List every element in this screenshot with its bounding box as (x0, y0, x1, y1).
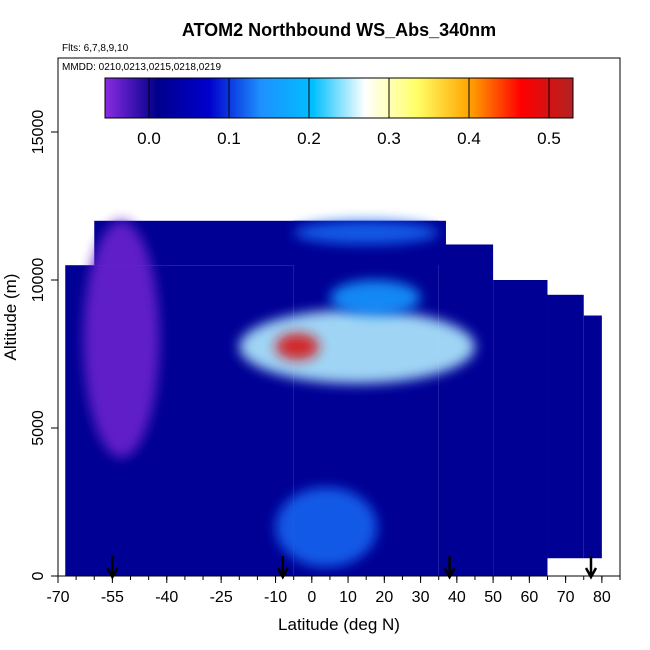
x-tick-label: 50 (484, 589, 502, 606)
coverage-block (493, 280, 548, 576)
y-axis-label: Altitude (m) (1, 274, 20, 361)
colorbar-tick-label: 0.1 (217, 129, 241, 148)
x-tick-label: 70 (557, 589, 575, 606)
flights-label: Flts: 6,7,8,9,10 (62, 43, 129, 54)
coverage-block (547, 294, 584, 559)
profile-marker-arrow (584, 556, 598, 580)
y-tick-label: 10000 (30, 258, 47, 303)
profile-marker-arrow (443, 556, 456, 580)
coverage-block (438, 244, 494, 576)
x-tick-label: -55 (101, 589, 124, 606)
profile-marker-arrow (276, 556, 289, 580)
coverage-block (583, 315, 602, 559)
x-axis: -70 -55 -40 -25 -10 0 10 20 30 40 50 60 70 80 (46, 576, 621, 606)
x-tick-label: -25 (210, 589, 233, 606)
chart-title: ATOM2 Northbound WS_Abs_340nm (182, 20, 496, 40)
x-tick-label: 60 (520, 589, 538, 606)
plot-frame (57, 57, 621, 577)
colorbar-tick-label: 0.2 (297, 129, 321, 148)
x-tick-label: -70 (46, 589, 69, 606)
feature-top-layer (293, 220, 439, 245)
colorbar-gradient (104, 77, 574, 119)
colorbar: 0.0 0.1 0.2 0.3 0.4 0.5 (104, 77, 574, 148)
colorbar-tick-label: 0.3 (377, 129, 401, 148)
x-axis-label: Latitude (deg N) (278, 615, 400, 634)
colorbar-tick-label: 0.0 (137, 129, 161, 148)
heatmap-field (65, 220, 602, 576)
y-axis: 0 5000 10000 15000 (30, 110, 58, 580)
x-tick-label: 80 (593, 589, 611, 606)
feature-plume-core (275, 333, 320, 360)
x-tick-label: -10 (264, 589, 287, 606)
feature-low-layer (275, 487, 378, 568)
x-tick-label: -40 (155, 589, 178, 606)
x-tick-label: 40 (448, 589, 466, 606)
colorbar-tick-label: 0.5 (537, 129, 561, 148)
x-tick-label: 10 (339, 589, 357, 606)
y-tick-label: 0 (30, 571, 47, 580)
feature-upper-layer (329, 280, 421, 316)
y-tick-label: 5000 (30, 410, 47, 446)
x-tick-label: 0 (307, 589, 316, 606)
x-tick-label: 30 (412, 589, 430, 606)
feature-low-purple-band (83, 220, 160, 458)
profile-markers (106, 556, 598, 580)
colorbar-tick-label: 0.4 (457, 129, 481, 148)
y-tick-label: 15000 (30, 110, 47, 155)
mmdd-label: MMDD: 0210,0213,0215,0218,0219 (62, 62, 221, 73)
feature-upper-plume (239, 309, 475, 384)
x-tick-label: 20 (375, 589, 393, 606)
